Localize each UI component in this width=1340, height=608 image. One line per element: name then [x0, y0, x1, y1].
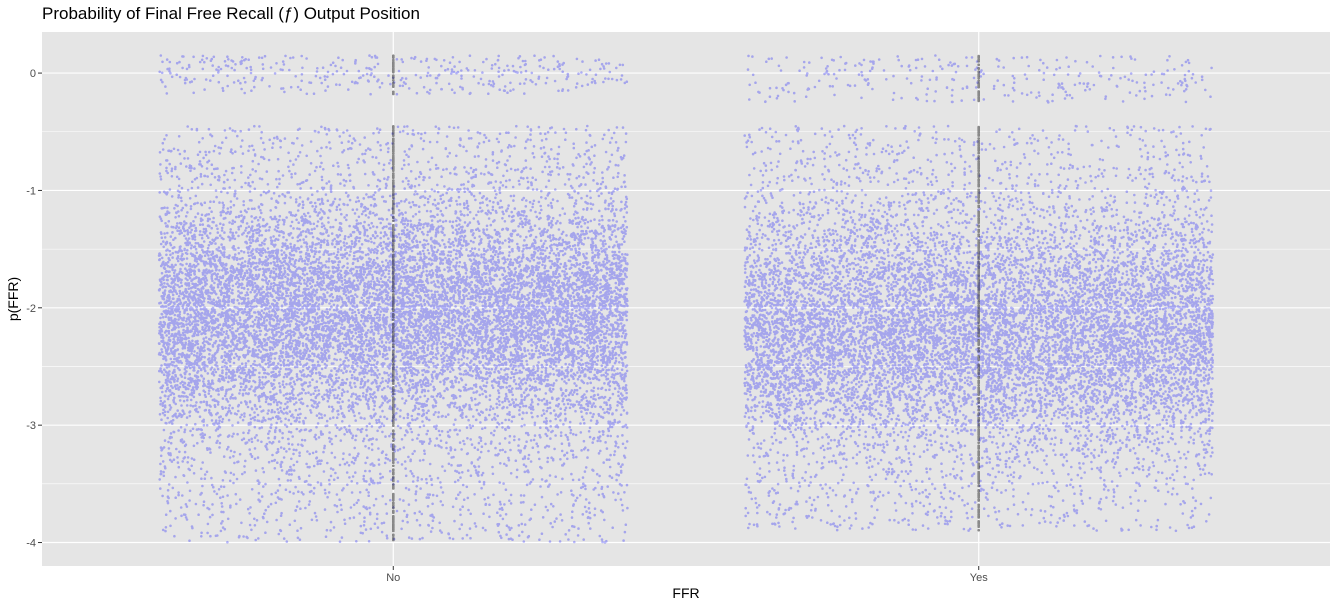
chart-title: Probability of Final Free Recall (ƒ) Out… — [42, 4, 420, 23]
y-tick-label: 0 — [30, 68, 36, 80]
x-axis-title: FFR — [672, 585, 699, 601]
x-tick-label: Yes — [970, 572, 988, 584]
y-tick-label: -3 — [26, 420, 36, 432]
plot-panel — [42, 32, 1330, 566]
x-tick-label: No — [386, 572, 400, 584]
y-tick-label: -1 — [26, 185, 36, 197]
y-tick-label: -4 — [26, 538, 36, 550]
y-axis-title: p(FFR) — [5, 277, 21, 321]
data-points — [157, 54, 1215, 544]
jittered-points — [157, 54, 1215, 544]
y-tick-label: -2 — [26, 303, 36, 315]
gridlines — [42, 32, 1330, 566]
axes: -4 -3 -2 -1 0 No Yes — [26, 68, 988, 584]
